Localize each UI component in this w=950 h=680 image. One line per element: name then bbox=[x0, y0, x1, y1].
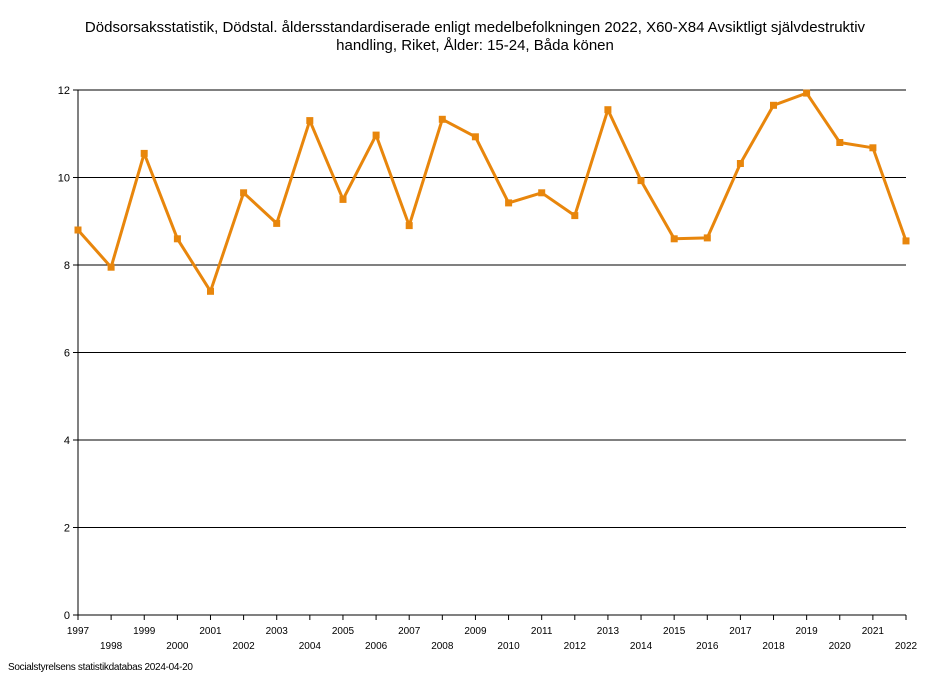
x-tick-label-2002: 2002 bbox=[232, 641, 255, 652]
data-point-2019 bbox=[803, 89, 811, 97]
data-point-2016 bbox=[703, 234, 711, 242]
axes bbox=[73, 89, 907, 620]
x-tick-label-2014: 2014 bbox=[630, 641, 653, 652]
y-tick-label-2: 2 bbox=[64, 523, 70, 535]
x-tick-label-2016: 2016 bbox=[696, 641, 719, 652]
data-point-2020 bbox=[836, 139, 844, 146]
x-tick-label-2018: 2018 bbox=[762, 641, 785, 652]
data-point-2014 bbox=[637, 177, 645, 185]
data-point-2005 bbox=[339, 195, 347, 203]
x-tick-label-1999: 1999 bbox=[133, 626, 156, 637]
data-point-2010 bbox=[505, 199, 513, 207]
data-point-2011 bbox=[538, 189, 546, 197]
y-tick-label-8: 8 bbox=[64, 260, 70, 272]
grid-lines bbox=[78, 89, 906, 528]
x-tick-label-2003: 2003 bbox=[266, 626, 289, 637]
y-tick-label-12: 12 bbox=[58, 85, 70, 97]
y-tick-label-0: 0 bbox=[64, 610, 70, 622]
data-point-2018 bbox=[770, 101, 777, 109]
x-tick-label-2000: 2000 bbox=[166, 641, 189, 652]
x-tick-label-2013: 2013 bbox=[597, 626, 620, 637]
y-tick-labels: 0 2 4 6 8 10 12 bbox=[58, 85, 70, 622]
data-point-2001 bbox=[207, 287, 214, 295]
data-point-2008 bbox=[438, 115, 446, 123]
x-tick-label-2011: 2011 bbox=[531, 626, 553, 637]
data-point-2003 bbox=[273, 219, 281, 227]
data-point-2004 bbox=[306, 117, 314, 125]
x-tick-label-2008: 2008 bbox=[431, 641, 454, 652]
data-point-2015 bbox=[670, 235, 678, 243]
y-tick-label-10: 10 bbox=[58, 173, 70, 185]
x-tick-label-2004: 2004 bbox=[299, 641, 322, 652]
data-point-2013 bbox=[604, 106, 612, 114]
y-tick-label-6: 6 bbox=[64, 348, 70, 360]
x-tick-label-2012: 2012 bbox=[564, 641, 587, 652]
series bbox=[74, 89, 910, 295]
data-point-2021 bbox=[869, 144, 877, 152]
x-tick-label-2001: 2001 bbox=[199, 626, 222, 637]
x-tick-label-2017: 2017 bbox=[729, 626, 752, 637]
data-point-2007 bbox=[405, 222, 413, 230]
chart-title-line-1: Dödsorsaksstatistik, Dödstal. åldersstan… bbox=[84, 19, 866, 36]
x-tick-label-2019: 2019 bbox=[796, 626, 819, 637]
x-tick-label-2009: 2009 bbox=[464, 626, 487, 637]
x-tick-label-2010: 2010 bbox=[497, 641, 520, 652]
data-point-2006 bbox=[372, 131, 380, 139]
y-tick-label-4: 4 bbox=[64, 435, 70, 447]
data-point-2022 bbox=[902, 237, 910, 245]
data-point-1997 bbox=[74, 226, 82, 234]
data-point-2017 bbox=[736, 160, 744, 167]
source-note: Socialstyrelsens statistikdatabas 2024-0… bbox=[8, 662, 193, 673]
data-point-1998 bbox=[107, 263, 115, 271]
x-tick-label-2015: 2015 bbox=[663, 626, 686, 637]
x-tick-label-2006: 2006 bbox=[365, 641, 388, 652]
x-tick-label-2020: 2020 bbox=[829, 641, 852, 652]
data-point-2002 bbox=[240, 189, 248, 197]
chart-title-line-2: handling, Riket, Ålder: 15-24, Båda köne… bbox=[336, 37, 614, 54]
data-point-1999 bbox=[140, 149, 148, 157]
x-tick-label-2021: 2021 bbox=[862, 626, 885, 637]
x-tick-label-2007: 2007 bbox=[398, 626, 421, 637]
data-point-2012 bbox=[571, 212, 579, 220]
data-point-2009 bbox=[471, 133, 479, 141]
chart-title: Dödsorsaksstatistik, Dödstal. åldersstan… bbox=[0, 19, 950, 55]
x-tick-label-1998: 1998 bbox=[100, 641, 123, 652]
data-point-2000 bbox=[173, 235, 181, 243]
series-line-0 bbox=[76, 91, 908, 293]
x-tick-label-1997: 1997 bbox=[67, 626, 90, 637]
x-tick-label-2005: 2005 bbox=[332, 626, 355, 637]
x-tick-label-2022: 2022 bbox=[895, 641, 918, 652]
x-tick-labels: 1997 1998 1999 2000 2001 2002 2003 2004 2005 2006… bbox=[67, 626, 918, 652]
